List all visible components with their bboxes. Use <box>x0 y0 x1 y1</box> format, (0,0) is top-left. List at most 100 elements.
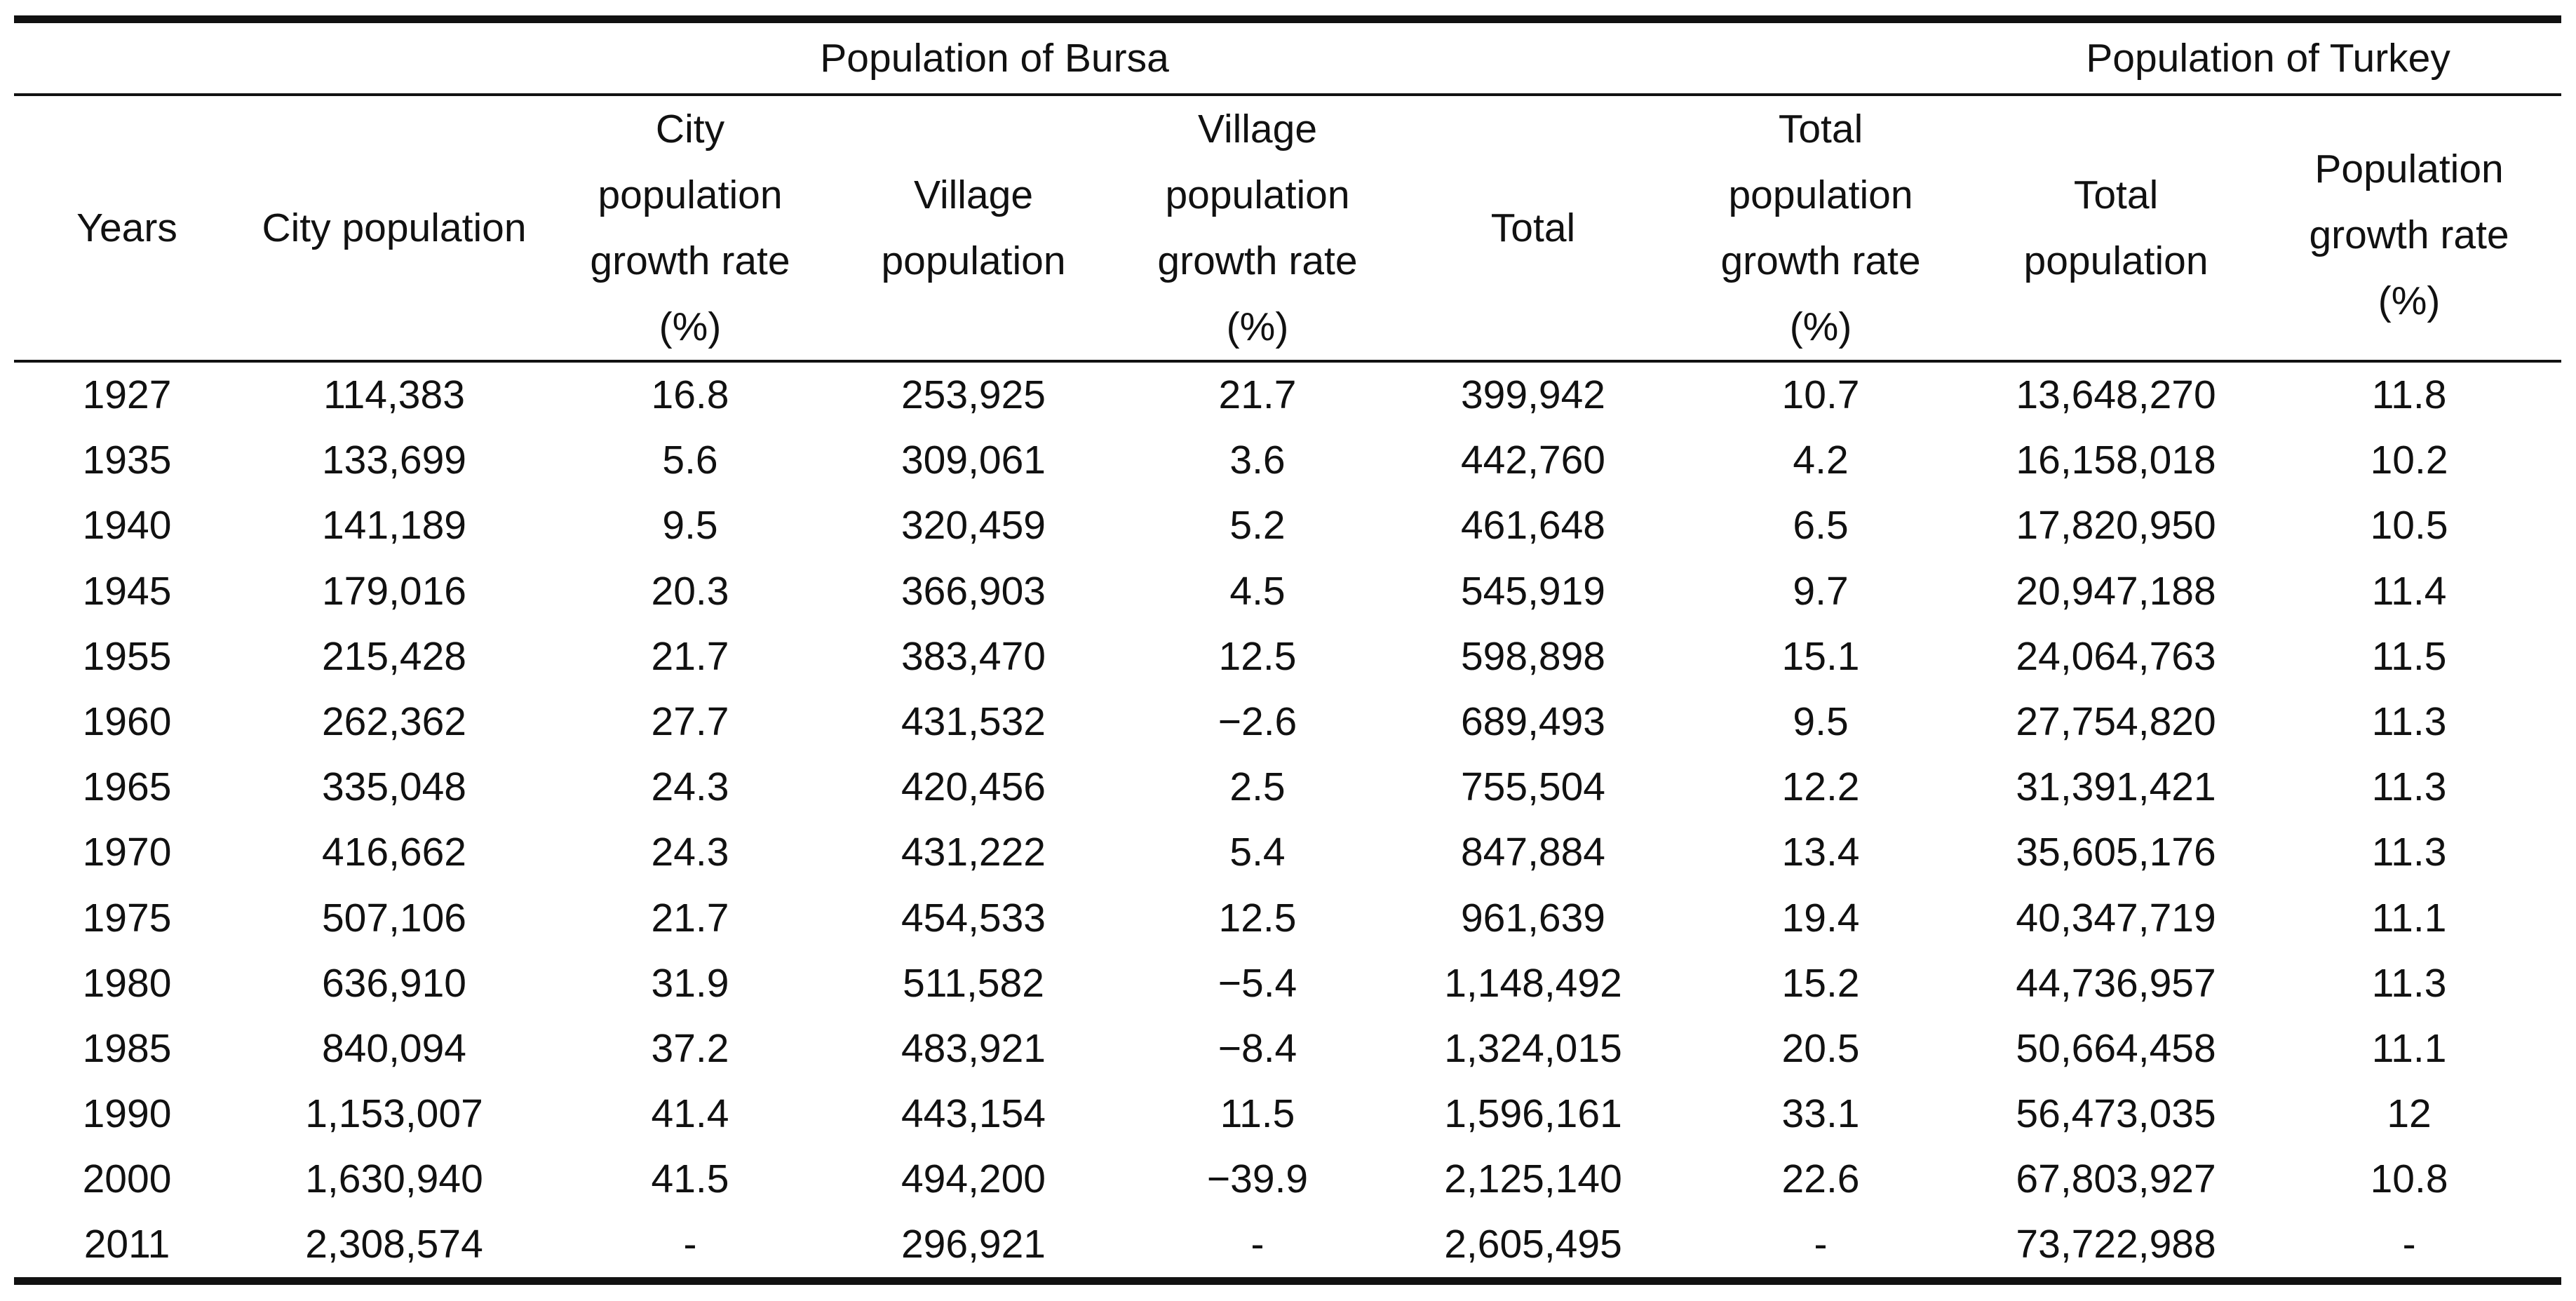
table-cell: 20.5 <box>1781 1025 1860 1071</box>
table-cell: 253,925 <box>901 372 1046 418</box>
group-header-bursa: Population of Bursa <box>14 15 1976 96</box>
table-cell: 494,200 <box>901 1157 1046 1202</box>
year-cell: 1935 <box>82 438 172 483</box>
table-cell: 31,391,421 <box>2016 764 2216 810</box>
table-cell: 9.5 <box>1793 699 1849 745</box>
year-cell: 1955 <box>82 633 172 679</box>
table-cell: 27.7 <box>651 699 729 745</box>
col-header-line: Village <box>913 173 1034 217</box>
table-cell: 4.5 <box>1229 568 1286 614</box>
table-cell: 73,722,988 <box>1975 1212 2258 1286</box>
table-cell: - <box>548 1212 832 1286</box>
col-header-line: growth rate <box>2309 213 2509 257</box>
col-header-total-growth-rate: Total population growth rate (%) <box>1666 95 1976 363</box>
table-row: 1935 133,699 5.6 309,061 3.6 442,760 4.2 16,158… <box>14 428 2561 493</box>
population-table: Population of Bursa Population of Turkey… <box>14 15 2562 1286</box>
table-cell: 12.5 <box>1218 633 1297 679</box>
year-cell: 1940 <box>82 503 172 548</box>
table-cell: 442,760 <box>1460 438 1606 483</box>
col-header-line: population <box>2023 238 2209 283</box>
table-cell: 689,493 <box>1460 699 1606 745</box>
table-cell: 24.3 <box>651 764 729 810</box>
col-header-line: growth rate <box>1157 238 1358 283</box>
group-header-row: Population of Bursa Population of Turkey <box>14 15 2562 96</box>
year-cell: 2011 <box>14 1212 240 1286</box>
table-cell: 21.7 <box>1218 372 1297 418</box>
table-cell: 13,648,270 <box>2016 372 2216 418</box>
year-cell: 1990 <box>82 1091 172 1137</box>
table-cell: 22.6 <box>1781 1157 1860 1202</box>
table-cell: 9.7 <box>1793 568 1849 614</box>
table-cell: 755,504 <box>1460 764 1606 810</box>
table-cell: −8.4 <box>1218 1025 1297 1071</box>
table-cell: 13.4 <box>1781 830 1860 875</box>
table-cell: 27,754,820 <box>2016 699 2216 745</box>
table-cell: 50,664,458 <box>2016 1025 2216 1071</box>
col-header-village-population: Village population <box>832 95 1115 363</box>
table-cell: 296,921 <box>832 1212 1115 1286</box>
table-cell: 320,459 <box>901 503 1046 548</box>
table-row: 1970 416,662 24.3 431,222 5.4 847,884 13.4 35,6… <box>14 820 2561 885</box>
table-cell: 12 <box>2387 1091 2432 1137</box>
year-cell: 1980 <box>82 960 172 1006</box>
table-row: 1927 114,383 16.8 253,925 21.7 399,942 10.7 13,… <box>14 361 2561 428</box>
col-header-line: City <box>655 107 725 151</box>
col-header-line: (%) <box>1226 304 1289 349</box>
table-cell: 961,639 <box>1460 895 1606 941</box>
col-header-line: population <box>1165 173 1350 217</box>
table-row: 1940 141,189 9.5 320,459 5.2 461,648 6.5 17,820… <box>14 493 2561 558</box>
column-header-row: Years City population City population gr… <box>14 95 2562 363</box>
col-header-turkey-total-population: Total population <box>1975 95 2258 363</box>
table-cell: 12.5 <box>1218 895 1297 941</box>
table-cell: 133,699 <box>321 438 467 483</box>
table-cell: 2,605,495 <box>1400 1212 1666 1286</box>
table-cell: 17,820,950 <box>2016 503 2216 548</box>
year-cell: 1965 <box>82 764 172 810</box>
table-cell: 21.7 <box>651 633 729 679</box>
year-cell: 1975 <box>82 895 172 941</box>
table-cell: 5.6 <box>662 438 718 483</box>
table-cell: 15.2 <box>1781 960 1860 1006</box>
table-cell: 11.3 <box>2371 764 2447 810</box>
table-cell: 179,016 <box>321 568 467 614</box>
table-cell: 416,662 <box>321 830 467 875</box>
year-cell: 1985 <box>82 1025 172 1071</box>
group-header-turkey: Population of Turkey <box>1975 15 2562 96</box>
table-cell: 19.4 <box>1781 895 1860 941</box>
table-cell: 545,919 <box>1460 568 1606 614</box>
year-cell: 2000 <box>82 1157 172 1202</box>
table-cell: 443,154 <box>901 1091 1046 1137</box>
table-cell: 12.2 <box>1781 764 1860 810</box>
table-cell: 40,347,719 <box>2016 895 2216 941</box>
table-cell: 16.8 <box>651 372 729 418</box>
table-cell: 114,383 <box>323 372 465 418</box>
col-header-turkey-growth-rate: Population growth rate (%) <box>2257 95 2562 363</box>
table-cell: 11.3 <box>2371 830 2447 875</box>
table-cell: 5.4 <box>1229 830 1286 875</box>
table-cell: 2,308,574 <box>240 1212 548 1286</box>
col-header-line: population <box>598 173 783 217</box>
table-row: 1985 840,094 37.2 483,921 −8.4 1,324,015 20.5 5… <box>14 1016 2561 1081</box>
col-header-line: population <box>881 238 1066 283</box>
table-row: 2011 2,308,574-296,921-2,605,495-73,722,9… <box>14 1212 2562 1286</box>
table-cell: 44,736,957 <box>2016 960 2216 1006</box>
table-cell: 4.2 <box>1793 438 1849 483</box>
table-cell: 10.5 <box>2370 503 2448 548</box>
col-header-city-population: City population <box>240 95 548 363</box>
table-cell: 11.4 <box>2371 568 2447 614</box>
table-cell: 31.9 <box>651 960 729 1006</box>
table-cell: 2,125,140 <box>1444 1157 1622 1202</box>
table-cell: 399,942 <box>1460 372 1606 418</box>
table-cell: 2.5 <box>1229 764 1286 810</box>
table-cell: 24.3 <box>651 830 729 875</box>
col-header-line: Total <box>1490 205 1576 250</box>
table-cell: 35,605,176 <box>2016 830 2216 875</box>
col-header-line: City population <box>262 205 527 250</box>
table-cell: 21.7 <box>651 895 729 941</box>
table-cell: 15.1 <box>1781 633 1860 679</box>
table-cell: - <box>1666 1212 1976 1286</box>
col-header-line: Total <box>2073 173 2159 217</box>
table-cell: 11.1 <box>2371 1025 2447 1071</box>
table-cell: 24,064,763 <box>2016 633 2216 679</box>
table-cell: −2.6 <box>1218 699 1297 745</box>
